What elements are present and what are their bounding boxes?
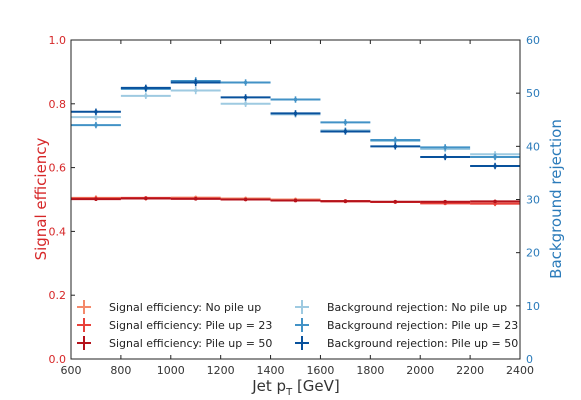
y-left-tick-label: 0.6	[49, 162, 67, 175]
axes: 600 800 1000 1200 1400 1600 1800 2000 2200 24000.…	[49, 34, 541, 377]
series-6	[71, 78, 520, 170]
y-right-tick-label: 60	[526, 34, 540, 47]
data-point	[193, 80, 198, 85]
data-point	[193, 197, 198, 201]
data-point	[393, 138, 398, 142]
x-tick-label: 1800	[356, 364, 384, 377]
legend-label: Background rejection: Pile up = 50	[327, 337, 518, 350]
data-point	[94, 109, 98, 114]
data-point	[393, 199, 398, 204]
legend-label: Background rejection: Pile up = 23	[327, 319, 518, 332]
legend-item: Background rejection: No pile up	[295, 300, 507, 314]
data-point	[144, 196, 148, 201]
data-point	[393, 144, 398, 149]
y-left-tick-label: 0.8	[49, 98, 67, 111]
legend-item: Signal efficiency: Pile up = 50	[77, 336, 272, 350]
data-point	[293, 97, 298, 102]
legend-item: Background rejection: Pile up = 50	[295, 336, 518, 350]
legend: Signal efficiency: No pile up Signal effi…	[77, 300, 518, 350]
x-axis-label-main: Jet p	[251, 377, 286, 395]
y-axis-right-label: Background rejection	[547, 119, 565, 279]
data-point	[443, 155, 447, 159]
series-3	[71, 196, 520, 204]
y-left-tick-label: 0.4	[49, 225, 67, 238]
data-point	[443, 199, 447, 204]
series-5	[71, 77, 520, 161]
x-tick-label: 2400	[506, 364, 534, 377]
y-right-tick-label: 40	[526, 140, 540, 153]
data-point	[193, 88, 198, 93]
data-point	[243, 102, 248, 106]
y-right-tick-label: 50	[526, 87, 540, 100]
data-point	[293, 111, 298, 116]
legend-item: Signal efficiency: Pile up = 23	[77, 318, 272, 332]
legend-label: Signal efficiency: Pile up = 50	[109, 337, 272, 350]
data-point	[94, 197, 98, 201]
x-tick-label: 1600	[306, 364, 334, 377]
x-tick-label: 1400	[257, 364, 285, 377]
x-axis-label-unit: [GeV]	[292, 377, 340, 395]
x-tick-label: 2200	[456, 364, 484, 377]
legend-label: Signal efficiency: Pile up = 23	[109, 319, 272, 332]
x-tick-label: 800	[110, 364, 131, 377]
x-tick-label: 1200	[207, 364, 235, 377]
y-right-tick-label: 30	[526, 194, 540, 207]
legend-label: Signal efficiency: No pile up	[109, 301, 261, 314]
plot-area	[71, 77, 520, 207]
data-point	[144, 86, 148, 90]
data-point	[343, 199, 348, 203]
legend-item: Signal efficiency: No pile up	[77, 300, 261, 314]
y-axis-left-label: Signal efficiency	[32, 137, 50, 260]
x-tick-label: 1000	[157, 364, 185, 377]
y-right-tick-label: 10	[526, 300, 540, 313]
y-right-tick-label: 0	[526, 353, 533, 366]
legend-label: Background rejection: No pile up	[327, 301, 507, 314]
data-point	[343, 120, 348, 125]
data-point	[493, 164, 497, 168]
data-point	[293, 198, 298, 203]
data-point	[493, 199, 497, 204]
x-axis-label-subscript: T	[285, 387, 293, 398]
x-axis-label: Jet pT [GeV]	[251, 377, 340, 398]
x-tick-label: 2000	[406, 364, 434, 377]
x-tick-label: 600	[61, 364, 82, 377]
y-right-tick-label: 20	[526, 247, 540, 260]
y-left-tick-label: 0.2	[49, 289, 67, 302]
data-point	[243, 197, 248, 202]
data-point	[343, 129, 348, 134]
data-point	[144, 94, 148, 98]
y-left-tick-label: 0.0	[49, 353, 67, 366]
legend-item: Background rejection: Pile up = 23	[295, 318, 518, 332]
y-left-tick-label: 1.0	[49, 34, 67, 47]
data-point	[94, 123, 98, 127]
data-point	[243, 80, 248, 85]
data-point	[493, 155, 497, 159]
data-point	[94, 115, 98, 119]
data-point	[443, 145, 447, 150]
data-point	[243, 95, 248, 100]
